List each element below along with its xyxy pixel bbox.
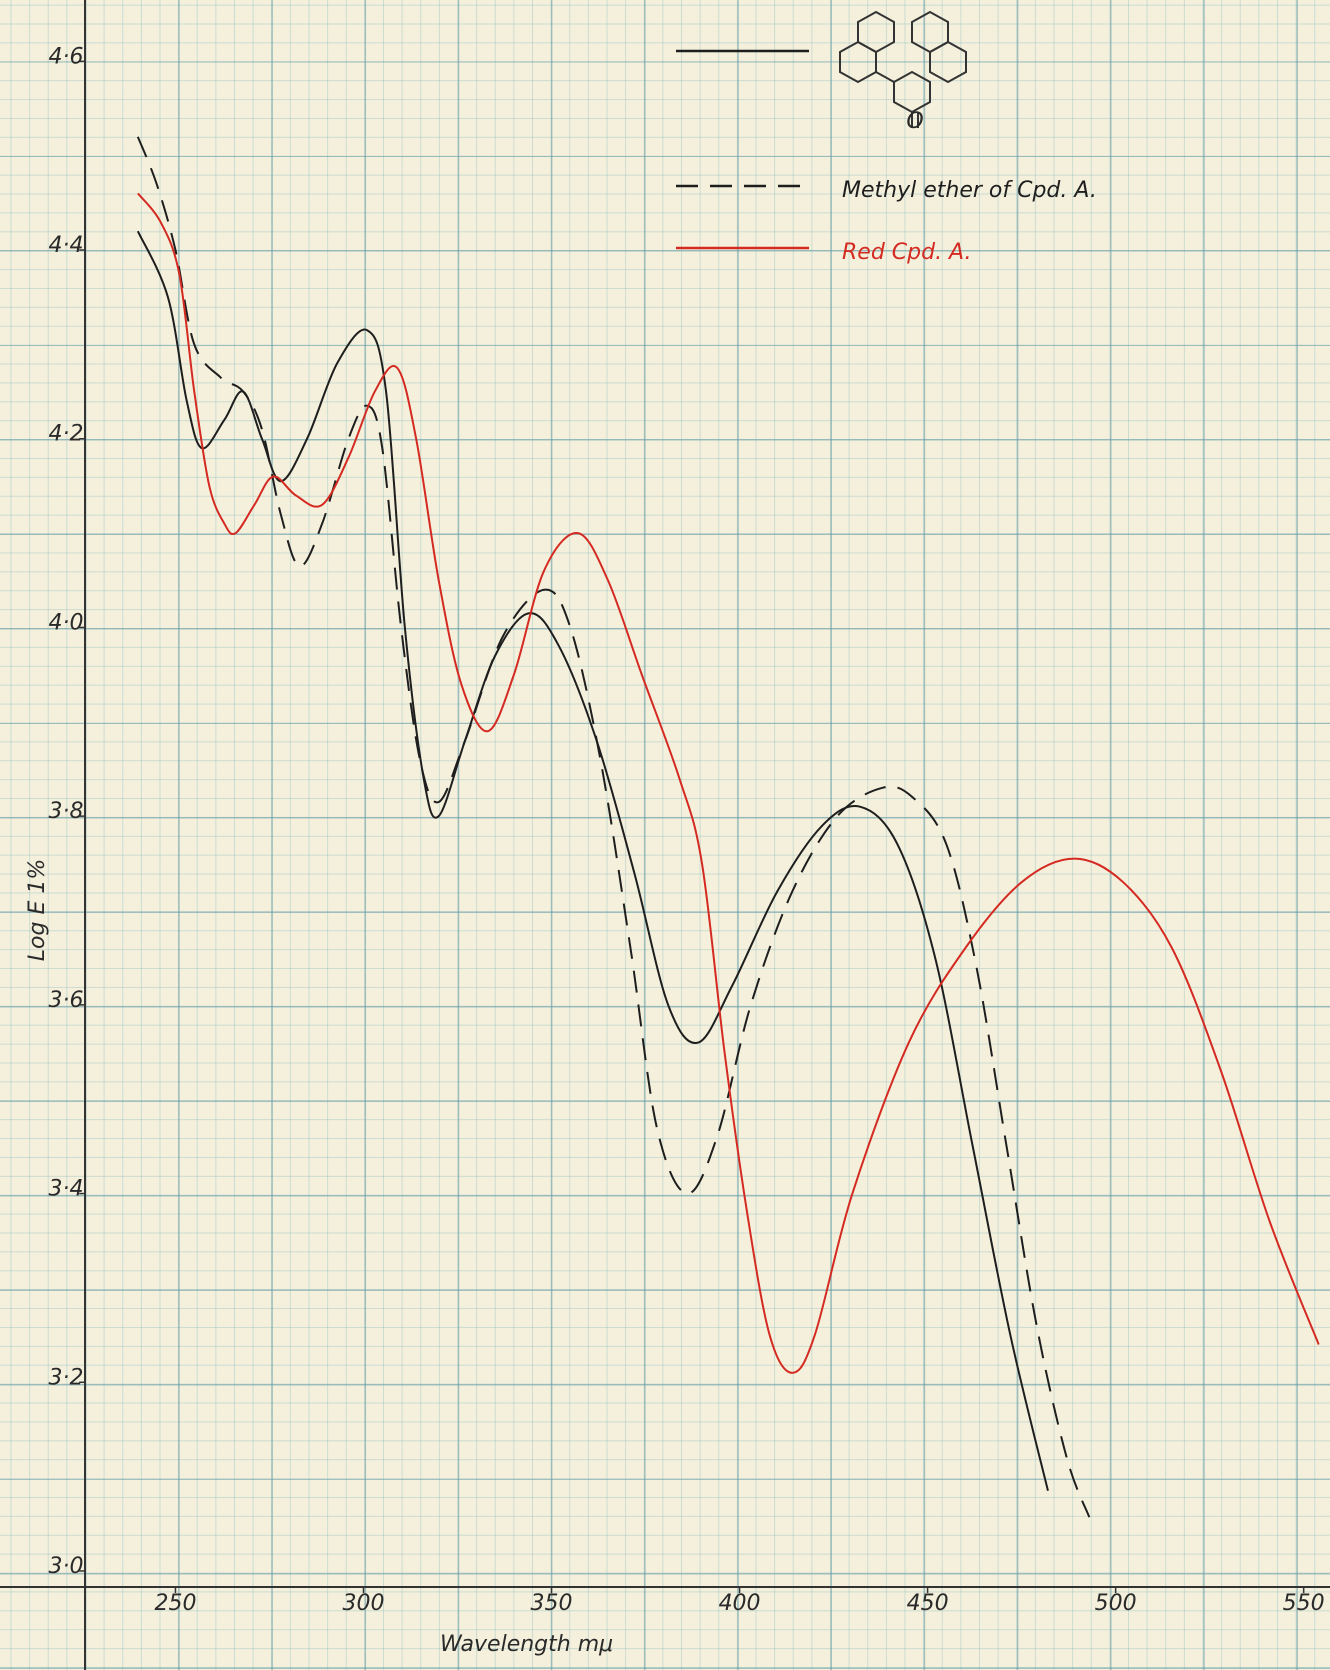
y-tick-label: 4·2 <box>49 422 84 447</box>
x-tick-label: 350 <box>531 1591 573 1616</box>
legend-label: Red Cpd. A. <box>842 240 972 265</box>
x-tick-label: 250 <box>154 1591 196 1616</box>
y-tick-label: 3·4 <box>49 1177 84 1202</box>
x-tick-label: 500 <box>1095 1591 1137 1616</box>
y-tick-label: 4·0 <box>49 610 84 635</box>
y-tick-label: 3·0 <box>49 1554 84 1579</box>
x-tick-label: 400 <box>719 1591 761 1616</box>
data-line <box>137 192 1320 1374</box>
structure-oxygen-label: O <box>906 109 923 134</box>
y-tick-label: 3·2 <box>49 1365 84 1390</box>
y-tick-label: 3·8 <box>49 799 84 824</box>
x-tick-label: 450 <box>907 1591 949 1616</box>
legend-label: Methyl ether of Cpd. A. <box>842 178 1097 203</box>
data-line <box>136 136 1091 1518</box>
structure-drawing <box>839 10 967 128</box>
x-tick-label: 550 <box>1283 1591 1325 1616</box>
y-tick-label: 4·6 <box>49 44 84 69</box>
x-axis-label: Wavelength mμ <box>440 1632 613 1657</box>
y-tick-label: 3·6 <box>49 988 84 1013</box>
x-tick-label: 300 <box>342 1591 384 1616</box>
data-line <box>136 230 1049 1491</box>
y-tick-label: 4·4 <box>49 233 84 258</box>
y-axis-label: Log E 1% <box>25 859 50 961</box>
